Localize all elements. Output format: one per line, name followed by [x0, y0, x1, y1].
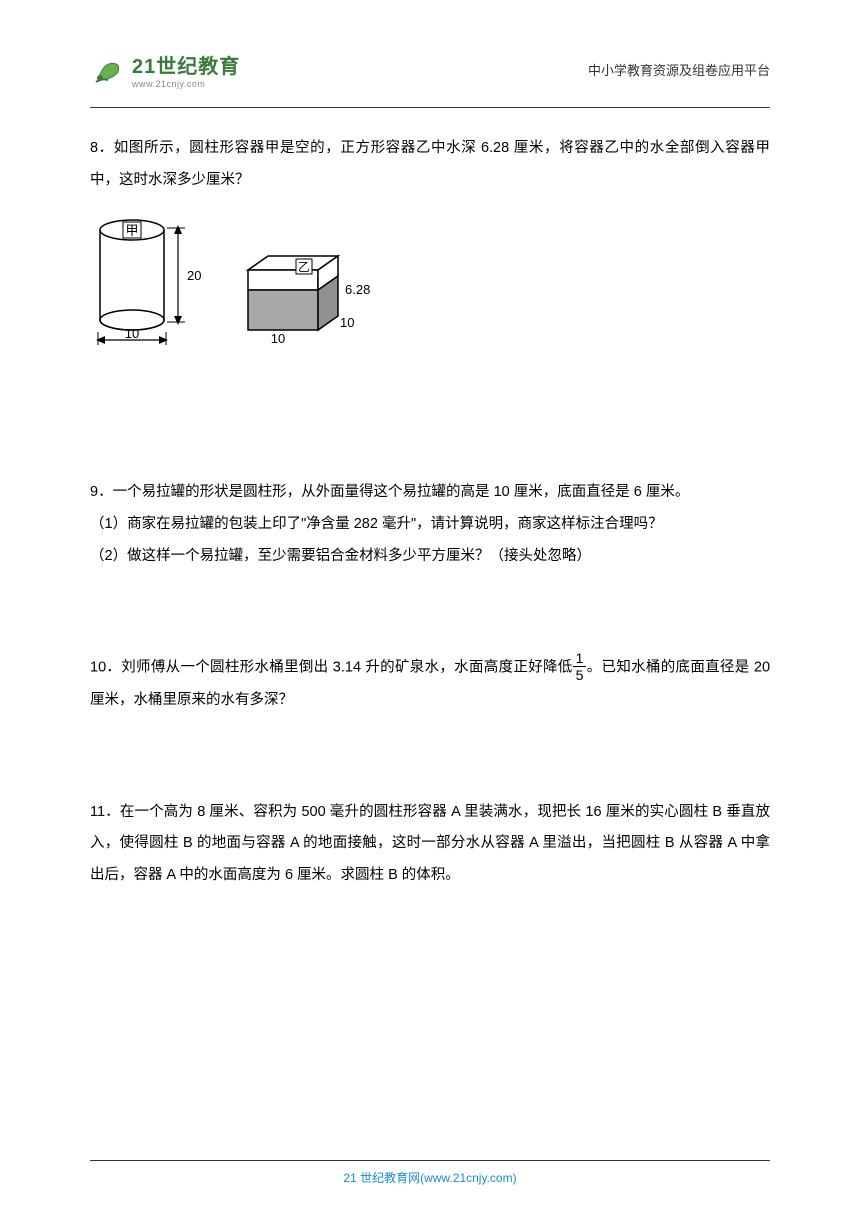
problem-8: 8．如图所示，圆柱形容器甲是空的，正方形容器乙中水深 6.28 厘米，将容器乙中… [90, 133, 770, 197]
diagram-area: 甲 20 10 [90, 212, 770, 347]
logo-area: 21世纪教育 www.21cnjy.com [90, 50, 240, 89]
problem-10-text: 10．刘师傅从一个圆柱形水桶里倒出 3.14 升的矿泉水，水面高度正好降低15。… [90, 652, 770, 716]
cylinder-height-label: 20 [187, 268, 201, 283]
cube-width-label: 10 [271, 331, 285, 346]
fraction-denominator: 5 [576, 667, 584, 682]
problem-9-part1: （1）商家在易拉罐的包装上印了"净含量 282 毫升"，请计算说明，商家这样标注… [90, 509, 770, 541]
problem-11: 11．在一个高为 8 厘米、容积为 500 毫升的圆柱形容器 A 里装满水，现把… [90, 797, 770, 893]
problem-10: 10．刘师傅从一个圆柱形水桶里倒出 3.14 升的矿泉水，水面高度正好降低15。… [90, 652, 770, 716]
content-area: 8．如图所示，圆柱形容器甲是空的，正方形容器乙中水深 6.28 厘米，将容器乙中… [90, 133, 770, 892]
problem-10-before: 10．刘师傅从一个圆柱形水桶里倒出 3.14 升的矿泉水，水面高度正好降低 [90, 660, 573, 676]
cube-label: 乙 [298, 260, 310, 274]
cube-water-label: 6.28 [345, 282, 370, 297]
problem-8-text: 8．如图所示，圆柱形容器甲是空的，正方形容器乙中水深 6.28 厘米，将容器乙中… [90, 133, 770, 197]
page-header: 21世纪教育 www.21cnjy.com 中小学教育资源及组卷应用平台 [90, 50, 770, 89]
fraction-numerator: 1 [573, 651, 587, 667]
logo-text: 21世纪教育 www.21cnjy.com [132, 50, 240, 89]
cube-diagram: 乙 6.28 10 10 [240, 250, 410, 363]
problem-9-part2: （2）做这样一个易拉罐，至少需要铝合金材料多少平方厘米？（接头处忽略） [90, 541, 770, 573]
footer-text: 21 世纪教育网(www.21cnjy.com) [0, 1169, 860, 1186]
cube-depth-label: 10 [340, 315, 354, 330]
cylinder-diagram: 甲 20 10 [90, 212, 235, 360]
problem-11-text: 11．在一个高为 8 厘米、容积为 500 毫升的圆柱形容器 A 里装满水，现把… [90, 797, 770, 893]
logo-url-text: www.21cnjy.com [132, 79, 240, 89]
fraction: 15 [573, 651, 587, 682]
cylinder-label: 甲 [125, 223, 138, 238]
logo-main-text: 21世纪教育 [132, 50, 240, 79]
problem-9-intro: 9．一个易拉罐的形状是圆柱形，从外面量得这个易拉罐的高是 10 厘米，底面直径是… [90, 477, 770, 509]
header-right-text: 中小学教育资源及组卷应用平台 [588, 60, 770, 79]
bottom-divider [90, 1160, 770, 1161]
cylinder-width-label: 10 [125, 326, 139, 341]
logo-icon [90, 52, 126, 88]
top-divider [90, 107, 770, 108]
problem-9: 9．一个易拉罐的形状是圆柱形，从外面量得这个易拉罐的高是 10 厘米，底面直径是… [90, 477, 770, 573]
